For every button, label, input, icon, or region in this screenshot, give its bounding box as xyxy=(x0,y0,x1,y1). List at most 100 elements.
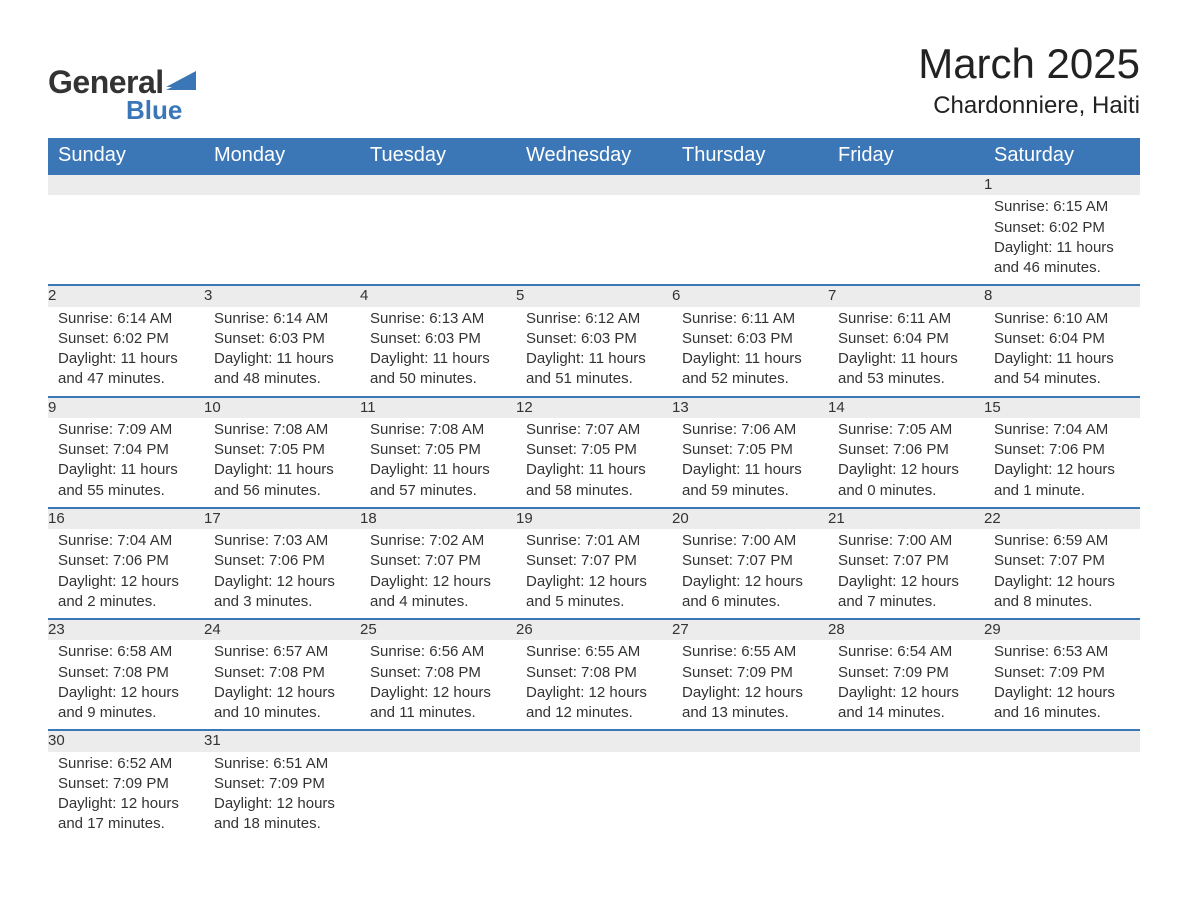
day-cell: Sunrise: 7:05 AMSunset: 7:06 PMDaylight:… xyxy=(828,418,984,508)
daylight-line1: Daylight: 12 hours xyxy=(214,572,350,592)
day-number xyxy=(48,174,204,195)
weekday-header: Monday xyxy=(204,138,360,174)
sunrise-text: Sunrise: 6:53 AM xyxy=(994,642,1130,662)
day-number: 22 xyxy=(984,508,1140,529)
day-number: 23 xyxy=(48,619,204,640)
day-cell: Sunrise: 6:11 AMSunset: 6:03 PMDaylight:… xyxy=(672,307,828,397)
day-number: 27 xyxy=(672,619,828,640)
daylight-line1: Daylight: 11 hours xyxy=(370,349,506,369)
day-cell: Sunrise: 6:56 AMSunset: 7:08 PMDaylight:… xyxy=(360,640,516,730)
day-number: 9 xyxy=(48,397,204,418)
daylight-line2: and 57 minutes. xyxy=(370,481,506,501)
sunset-text: Sunset: 7:05 PM xyxy=(682,440,818,460)
daylight-line1: Daylight: 12 hours xyxy=(58,572,194,592)
daylight-line2: and 0 minutes. xyxy=(838,481,974,501)
daylight-line2: and 48 minutes. xyxy=(214,369,350,389)
sunset-text: Sunset: 7:08 PM xyxy=(526,663,662,683)
day-number: 29 xyxy=(984,619,1140,640)
day-cell: Sunrise: 6:55 AMSunset: 7:08 PMDaylight:… xyxy=(516,640,672,730)
calendar-body: 1Sunrise: 6:15 AMSunset: 6:02 PMDaylight… xyxy=(48,174,1140,841)
sunrise-text: Sunrise: 6:59 AM xyxy=(994,531,1130,551)
day-number-row: 23242526272829 xyxy=(48,619,1140,640)
day-number: 19 xyxy=(516,508,672,529)
sunrise-text: Sunrise: 7:09 AM xyxy=(58,420,194,440)
sunrise-text: Sunrise: 6:52 AM xyxy=(58,754,194,774)
sunset-text: Sunset: 7:07 PM xyxy=(838,551,974,571)
sunrise-text: Sunrise: 7:01 AM xyxy=(526,531,662,551)
sunrise-text: Sunrise: 7:07 AM xyxy=(526,420,662,440)
sunset-text: Sunset: 6:04 PM xyxy=(994,329,1130,349)
sunset-text: Sunset: 7:09 PM xyxy=(838,663,974,683)
daylight-line1: Daylight: 11 hours xyxy=(526,349,662,369)
day-number xyxy=(360,174,516,195)
day-number-row: 9101112131415 xyxy=(48,397,1140,418)
weekday-header: Wednesday xyxy=(516,138,672,174)
sunrise-text: Sunrise: 6:58 AM xyxy=(58,642,194,662)
sunset-text: Sunset: 7:08 PM xyxy=(370,663,506,683)
daylight-line1: Daylight: 12 hours xyxy=(370,572,506,592)
daylight-line2: and 59 minutes. xyxy=(682,481,818,501)
day-cell xyxy=(360,195,516,285)
daylight-line2: and 14 minutes. xyxy=(838,703,974,723)
month-title: March 2025 xyxy=(918,40,1140,88)
sunset-text: Sunset: 6:03 PM xyxy=(682,329,818,349)
sunrise-text: Sunrise: 7:08 AM xyxy=(370,420,506,440)
daylight-line2: and 1 minute. xyxy=(994,481,1130,501)
day-cell: Sunrise: 7:09 AMSunset: 7:04 PMDaylight:… xyxy=(48,418,204,508)
daylight-line1: Daylight: 12 hours xyxy=(526,572,662,592)
day-number xyxy=(360,730,516,751)
sunrise-text: Sunrise: 6:54 AM xyxy=(838,642,974,662)
day-cell: Sunrise: 6:13 AMSunset: 6:03 PMDaylight:… xyxy=(360,307,516,397)
sunrise-text: Sunrise: 6:14 AM xyxy=(58,309,194,329)
daylight-line2: and 53 minutes. xyxy=(838,369,974,389)
day-cell: Sunrise: 6:15 AMSunset: 6:02 PMDaylight:… xyxy=(984,195,1140,285)
daylight-line1: Daylight: 12 hours xyxy=(838,683,974,703)
weekday-header: Thursday xyxy=(672,138,828,174)
weekday-header: Saturday xyxy=(984,138,1140,174)
title-block: March 2025 Chardonniere, Haiti xyxy=(918,40,1140,120)
daylight-line2: and 47 minutes. xyxy=(58,369,194,389)
sunset-text: Sunset: 7:06 PM xyxy=(994,440,1130,460)
sunset-text: Sunset: 7:06 PM xyxy=(58,551,194,571)
sunset-text: Sunset: 7:09 PM xyxy=(994,663,1130,683)
day-number: 10 xyxy=(204,397,360,418)
daylight-line1: Daylight: 12 hours xyxy=(58,683,194,703)
day-cell: Sunrise: 6:57 AMSunset: 7:08 PMDaylight:… xyxy=(204,640,360,730)
day-number xyxy=(828,730,984,751)
day-number: 11 xyxy=(360,397,516,418)
daylight-line2: and 12 minutes. xyxy=(526,703,662,723)
day-cell: Sunrise: 6:55 AMSunset: 7:09 PMDaylight:… xyxy=(672,640,828,730)
sunrise-text: Sunrise: 6:15 AM xyxy=(994,197,1130,217)
day-body-row: Sunrise: 6:15 AMSunset: 6:02 PMDaylight:… xyxy=(48,195,1140,285)
sunset-text: Sunset: 7:08 PM xyxy=(58,663,194,683)
sunrise-text: Sunrise: 7:08 AM xyxy=(214,420,350,440)
daylight-line1: Daylight: 12 hours xyxy=(682,572,818,592)
sunrise-text: Sunrise: 6:11 AM xyxy=(682,309,818,329)
day-cell xyxy=(672,752,828,841)
day-body-row: Sunrise: 7:09 AMSunset: 7:04 PMDaylight:… xyxy=(48,418,1140,508)
day-cell: Sunrise: 7:08 AMSunset: 7:05 PMDaylight:… xyxy=(360,418,516,508)
day-cell: Sunrise: 6:59 AMSunset: 7:07 PMDaylight:… xyxy=(984,529,1140,619)
daylight-line2: and 13 minutes. xyxy=(682,703,818,723)
day-cell: Sunrise: 7:01 AMSunset: 7:07 PMDaylight:… xyxy=(516,529,672,619)
day-cell: Sunrise: 6:53 AMSunset: 7:09 PMDaylight:… xyxy=(984,640,1140,730)
sunset-text: Sunset: 7:05 PM xyxy=(526,440,662,460)
sunset-text: Sunset: 7:09 PM xyxy=(214,774,350,794)
sunset-text: Sunset: 6:02 PM xyxy=(58,329,194,349)
sunset-text: Sunset: 7:05 PM xyxy=(370,440,506,460)
sunset-text: Sunset: 6:03 PM xyxy=(370,329,506,349)
day-number: 16 xyxy=(48,508,204,529)
daylight-line2: and 11 minutes. xyxy=(370,703,506,723)
daylight-line1: Daylight: 11 hours xyxy=(682,460,818,480)
sunrise-text: Sunrise: 6:55 AM xyxy=(682,642,818,662)
sunset-text: Sunset: 7:09 PM xyxy=(682,663,818,683)
daylight-line2: and 6 minutes. xyxy=(682,592,818,612)
daylight-line1: Daylight: 12 hours xyxy=(994,460,1130,480)
sunset-text: Sunset: 6:02 PM xyxy=(994,218,1130,238)
weekday-header-row: SundayMondayTuesdayWednesdayThursdayFrid… xyxy=(48,138,1140,174)
daylight-line2: and 55 minutes. xyxy=(58,481,194,501)
sunset-text: Sunset: 6:04 PM xyxy=(838,329,974,349)
day-number-row: 16171819202122 xyxy=(48,508,1140,529)
day-cell: Sunrise: 6:58 AMSunset: 7:08 PMDaylight:… xyxy=(48,640,204,730)
sunrise-text: Sunrise: 6:55 AM xyxy=(526,642,662,662)
